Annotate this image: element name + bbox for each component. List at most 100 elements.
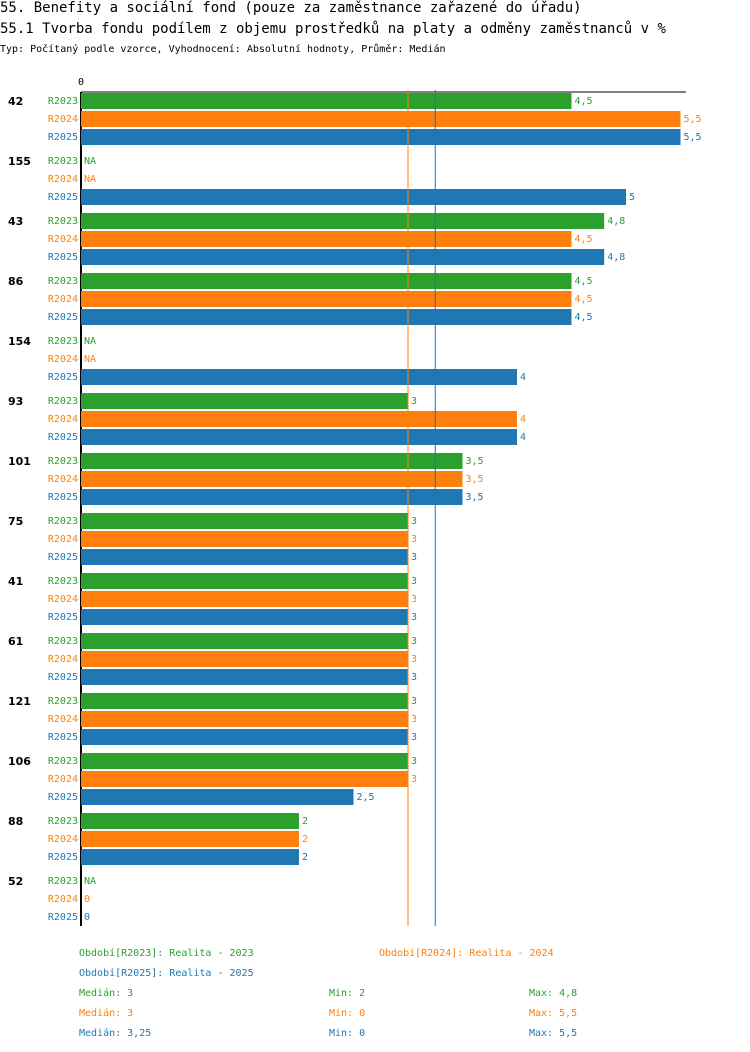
data-label: 2	[302, 816, 308, 827]
series-label: R2024	[48, 714, 78, 725]
bar	[81, 849, 299, 865]
data-label: 4,5	[575, 276, 593, 287]
data-label: 3,5	[466, 456, 484, 467]
bar	[81, 291, 572, 307]
data-label: 3	[411, 396, 417, 407]
group-label: 101	[8, 455, 31, 468]
data-label: 3	[411, 576, 417, 587]
bar	[81, 573, 408, 589]
series-label: R2023	[48, 216, 78, 227]
legend-r2025: Období[R2025]: Realita - 2025	[79, 968, 254, 979]
group-label: 154	[8, 335, 31, 348]
stat-min-r2024: Min: 0	[329, 1008, 366, 1019]
series-label: R2025	[48, 492, 78, 503]
series-label: R2025	[48, 792, 78, 803]
series-label: R2023	[48, 276, 78, 287]
data-label: 3	[411, 732, 417, 743]
series-label: R2023	[48, 756, 78, 767]
data-label: 2	[302, 834, 308, 845]
data-label: 3	[411, 636, 417, 647]
series-label: R2024	[48, 174, 78, 185]
data-label: NA	[84, 174, 96, 185]
data-label: 5	[629, 192, 635, 203]
series-label: R2024	[48, 114, 78, 125]
bar	[81, 609, 408, 625]
data-label: NA	[84, 876, 96, 887]
data-label: 4,5	[575, 294, 593, 305]
series-label: R2023	[48, 336, 78, 347]
data-label: 3	[411, 714, 417, 725]
bar	[81, 93, 572, 109]
series-label: R2025	[48, 132, 78, 143]
series-label: R2025	[48, 612, 78, 623]
series-label: R2025	[48, 732, 78, 743]
series-label: R2025	[48, 852, 78, 863]
data-label: 3	[411, 696, 417, 707]
data-label: 3	[411, 516, 417, 527]
data-label: 3	[411, 594, 417, 605]
data-label: 3,5	[466, 492, 484, 503]
data-label: 0	[84, 912, 90, 923]
data-label: 4	[520, 372, 526, 383]
bar	[81, 309, 572, 325]
series-label: R2024	[48, 534, 78, 545]
bar	[81, 711, 408, 727]
stat-min-r2023: Min: 2	[329, 988, 366, 999]
series-label: R2025	[48, 432, 78, 443]
data-label: 4,8	[607, 252, 625, 263]
series-label: R2024	[48, 474, 78, 485]
chart-type-info: Typ: Počítaný podle vzorce, Vyhodnocení:…	[0, 44, 446, 55]
data-label: NA	[84, 156, 96, 167]
series-label: R2024	[48, 654, 78, 665]
data-label: 2	[302, 852, 308, 863]
series-label: R2025	[48, 672, 78, 683]
group-label: 42	[8, 95, 23, 108]
series-label: R2025	[48, 192, 78, 203]
data-label: 3	[411, 774, 417, 785]
x-axis-zero-label: 0	[78, 77, 84, 88]
group-label: 86	[8, 275, 24, 288]
bar	[81, 513, 408, 529]
stat-median-r2025: Medián: 3,25	[79, 1028, 152, 1039]
legend-r2024: Období[R2024]: Realita - 2024	[379, 948, 554, 959]
stat-max-r2024: Max: 5,5	[529, 1008, 578, 1019]
group-label: 75	[8, 515, 23, 528]
data-label: 4	[520, 414, 526, 425]
series-label: R2023	[48, 156, 78, 167]
bar	[81, 129, 681, 145]
data-label: 4,8	[607, 216, 625, 227]
bar	[81, 471, 463, 487]
data-label: 3	[411, 672, 417, 683]
bar	[81, 393, 408, 409]
series-label: R2024	[48, 294, 78, 305]
series-label: R2023	[48, 636, 78, 647]
page-title: 55. Benefity a sociální fond (pouze za z…	[0, 0, 582, 16]
data-label: 5,5	[684, 114, 702, 125]
bar	[81, 591, 408, 607]
bar	[81, 549, 408, 565]
data-label: 3	[411, 756, 417, 767]
stat-median-r2023: Medián: 3	[79, 988, 134, 999]
bar	[81, 771, 408, 787]
group-label: 43	[8, 215, 23, 228]
legend-r2023: Období[R2023]: Realita - 2023	[79, 948, 254, 959]
data-label: 2,5	[357, 792, 375, 803]
data-label: 3	[411, 534, 417, 545]
bar	[81, 693, 408, 709]
bar	[81, 651, 408, 667]
bar	[81, 111, 681, 127]
group-label: 155	[8, 155, 31, 168]
group-label: 52	[8, 875, 23, 888]
bar	[81, 249, 605, 265]
bar	[81, 753, 408, 769]
series-label: R2025	[48, 312, 78, 323]
series-label: R2025	[48, 372, 78, 383]
series-label: R2023	[48, 96, 78, 107]
data-label: 3	[411, 654, 417, 665]
data-label: 3,5	[466, 474, 484, 485]
bar	[81, 273, 572, 289]
bar	[81, 789, 354, 805]
bar	[81, 531, 408, 547]
series-label: R2024	[48, 414, 78, 425]
